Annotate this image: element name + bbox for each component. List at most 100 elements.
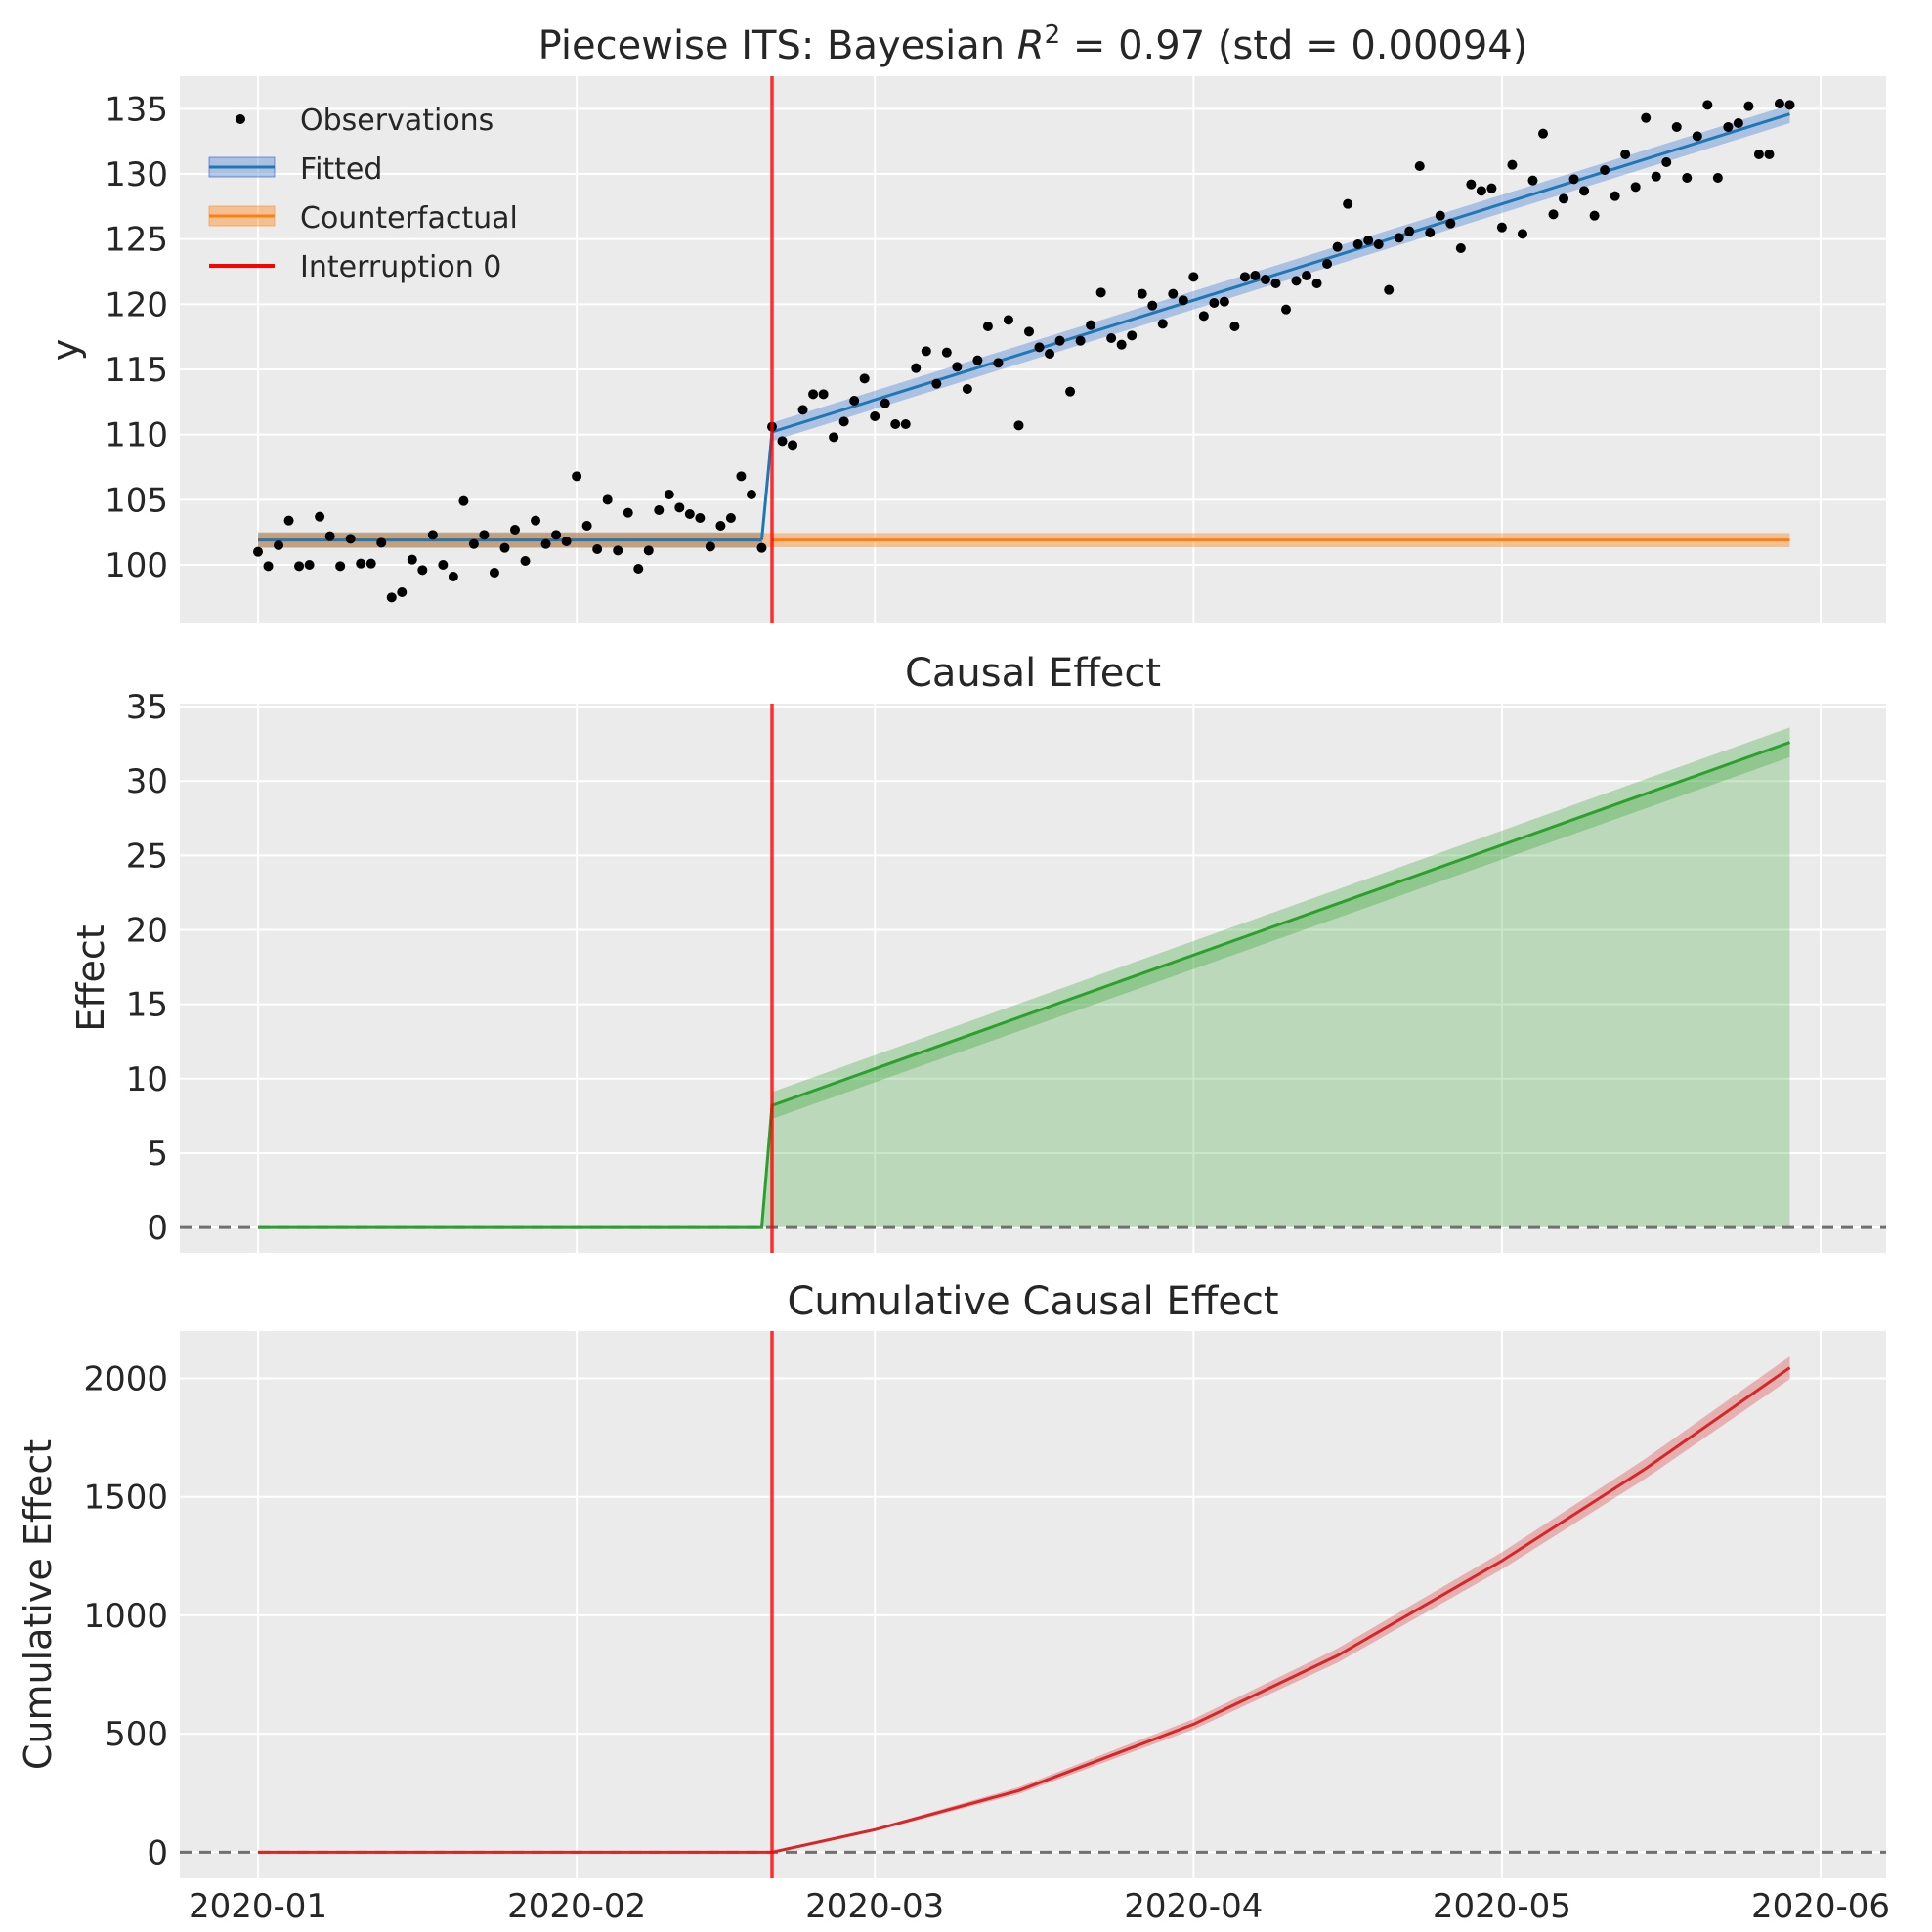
observation-point <box>829 432 839 443</box>
y-tick-label-5: 5 <box>147 1135 168 1174</box>
observation-point <box>1013 420 1024 431</box>
observation-point <box>993 358 1004 368</box>
observation-point <box>468 538 479 549</box>
observation-point <box>1743 101 1754 111</box>
y-tick-label-1000: 1000 <box>83 1597 168 1636</box>
observation-point <box>736 471 747 482</box>
observation-point <box>1661 157 1672 167</box>
observation-point <box>1641 112 1652 123</box>
x-tick-label-2020-06: 2020-06 <box>1751 1887 1890 1926</box>
observation-point <box>602 494 613 505</box>
observation-point <box>674 502 685 513</box>
observation-point <box>315 511 325 522</box>
observation-point <box>1702 100 1713 110</box>
observation-point <box>746 490 756 499</box>
observation-point <box>880 398 890 408</box>
observation-point <box>345 534 356 544</box>
observation-point <box>1045 349 1055 359</box>
observation-point <box>613 545 623 556</box>
observation-point <box>479 530 490 540</box>
observation-point <box>1188 272 1199 282</box>
observation-point <box>1332 241 1343 252</box>
observation-point <box>1589 210 1600 221</box>
observation-point <box>1630 182 1641 193</box>
observation-point <box>448 572 458 581</box>
panel-its-data <box>253 76 1795 623</box>
observation-point <box>1496 222 1507 233</box>
observation-point <box>705 541 715 552</box>
observation-point <box>1086 320 1096 330</box>
observation-point <box>335 561 346 572</box>
fitted-line-2 <box>771 112 1790 434</box>
observation-point <box>427 530 438 540</box>
observation-point <box>1373 239 1384 249</box>
observation-point <box>1538 128 1548 139</box>
effect-area <box>258 742 1790 1228</box>
legend: Observations Fitted Counterfactual Inter… <box>208 104 518 284</box>
observation-point <box>941 347 952 358</box>
observation-point <box>911 363 922 373</box>
observation-point <box>654 505 665 515</box>
observation-point <box>499 542 510 553</box>
x-tick-label-2020-01: 2020-01 <box>189 1887 327 1926</box>
observation-point <box>1106 333 1117 343</box>
y-tick-label-120: 120 <box>105 285 168 324</box>
observation-point <box>581 521 592 531</box>
observation-point <box>1507 159 1518 170</box>
observation-point <box>756 542 767 553</box>
observation-point <box>1219 296 1229 307</box>
observation-point <box>777 436 788 447</box>
observation-point <box>1024 326 1034 337</box>
y-tick-label-0: 0 <box>147 1833 168 1872</box>
y-tick-label-100: 100 <box>105 546 168 585</box>
observation-point <box>1302 271 1312 280</box>
observation-point <box>1065 386 1076 397</box>
y-tick-label-35: 35 <box>126 688 168 727</box>
observation-point <box>1517 229 1527 239</box>
observation-point <box>365 558 376 569</box>
observation-point <box>1291 276 1302 286</box>
observation-point <box>274 540 284 550</box>
observation-point <box>540 538 551 549</box>
observation-point <box>294 561 305 572</box>
observation-point <box>1784 100 1795 110</box>
observation-point <box>972 355 983 365</box>
observation-point <box>510 525 520 535</box>
observation-point <box>1260 275 1270 284</box>
panel-cumulative-y-label: Cumulative Effect <box>17 1439 60 1770</box>
legend-fitted-label: Fitted <box>300 152 382 187</box>
observation-point <box>1600 165 1610 175</box>
observation-point <box>715 521 726 531</box>
y-tick-label-0: 0 <box>147 1209 168 1248</box>
observation-point <box>1579 186 1590 196</box>
y-tick-label-20: 20 <box>126 912 168 951</box>
y-tick-label-500: 500 <box>105 1715 168 1754</box>
observation-point <box>1281 304 1291 315</box>
cumulative-effect-line <box>258 1366 1791 1854</box>
observation-point <box>1445 218 1456 229</box>
panel-effect-title: Causal Effect <box>905 651 1161 696</box>
observation-point <box>788 440 798 451</box>
y-tick-label-130: 130 <box>105 155 168 194</box>
y-tick-label-25: 25 <box>126 837 168 876</box>
panel-effect: 0 5 10 15 20 25 30 35 Causal Effect Effect <box>69 651 1886 1253</box>
observation-point <box>1116 339 1127 350</box>
observation-point <box>1753 150 1764 159</box>
panel-effect-background <box>180 704 1886 1253</box>
x-tick-label-2020-04: 2020-04 <box>1124 1887 1263 1926</box>
observation-point <box>1404 226 1415 236</box>
observation-point <box>870 411 880 421</box>
observation-point <box>1476 186 1486 196</box>
observation-point <box>1651 171 1661 182</box>
observation-point <box>417 565 428 576</box>
observation-point <box>1322 259 1333 269</box>
observation-point <box>324 531 335 541</box>
observation-point <box>253 546 263 557</box>
observation-point <box>1527 175 1538 186</box>
panel-its: 100 105 110 115 120 125 130 135 Piecewise ITS: … <box>44 21 1886 623</box>
observation-point <box>263 561 274 572</box>
observation-point <box>561 537 572 546</box>
observation-point <box>1075 335 1086 346</box>
observation-point <box>725 513 736 523</box>
panel-effect-y-label: Effect <box>69 924 112 1031</box>
